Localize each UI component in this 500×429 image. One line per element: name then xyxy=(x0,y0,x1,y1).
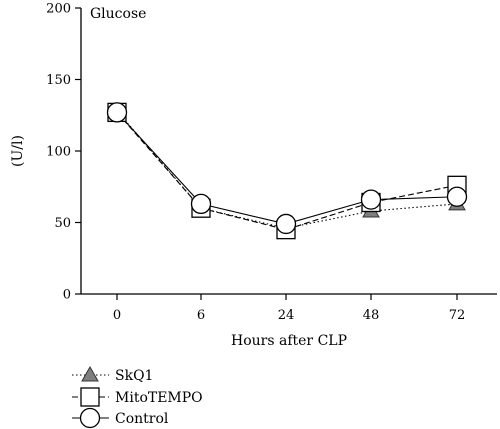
y-tick-label: 100 xyxy=(46,145,71,160)
legend-item-control: Control xyxy=(72,407,169,429)
control-point xyxy=(360,189,382,210)
legend-label: Control xyxy=(115,411,169,427)
y-tick-label: 200 xyxy=(46,2,71,17)
control-point xyxy=(446,186,468,207)
x-tick-label: 48 xyxy=(363,308,380,323)
control-point xyxy=(275,213,297,235)
chart-title: Glucose xyxy=(90,6,146,22)
y-axis-label: (U/l) xyxy=(10,135,26,167)
control-point xyxy=(106,102,128,123)
y-tick-label: 50 xyxy=(54,216,71,231)
control-point xyxy=(190,193,212,215)
legend-marker xyxy=(80,387,100,407)
mitotempo-line xyxy=(116,112,458,231)
legend-item-skq1: SkQ1 xyxy=(72,365,153,384)
legend-item-mitotempo: MitoTEMPO xyxy=(72,387,203,407)
x-tick-label: 0 xyxy=(113,308,121,323)
series-layer xyxy=(106,101,468,240)
y-tick-label: 0 xyxy=(63,288,71,303)
series-lines xyxy=(116,110,458,231)
legend-label: MitoTEMPO xyxy=(115,390,203,406)
axes xyxy=(80,8,497,295)
control-line xyxy=(116,112,458,225)
x-tick-label: 24 xyxy=(278,308,295,323)
series-markers xyxy=(106,101,468,240)
y-tick-label: 150 xyxy=(46,73,71,88)
x-tick-label: 72 xyxy=(449,308,466,323)
x-axis-label: Hours after CLP xyxy=(231,333,347,349)
x-tick-label: 6 xyxy=(197,308,205,323)
legend-marker xyxy=(81,365,99,382)
y-ticks: 0 50 100 150 200 xyxy=(46,2,81,303)
skq1-line xyxy=(116,110,458,229)
control-markers xyxy=(106,102,468,235)
legend-marker xyxy=(79,407,101,429)
legend: SkQ1 MitoTEMPO Control xyxy=(72,365,203,429)
x-ticks: 0 6 24 48 72 xyxy=(113,294,465,323)
legend-label: SkQ1 xyxy=(115,368,153,384)
